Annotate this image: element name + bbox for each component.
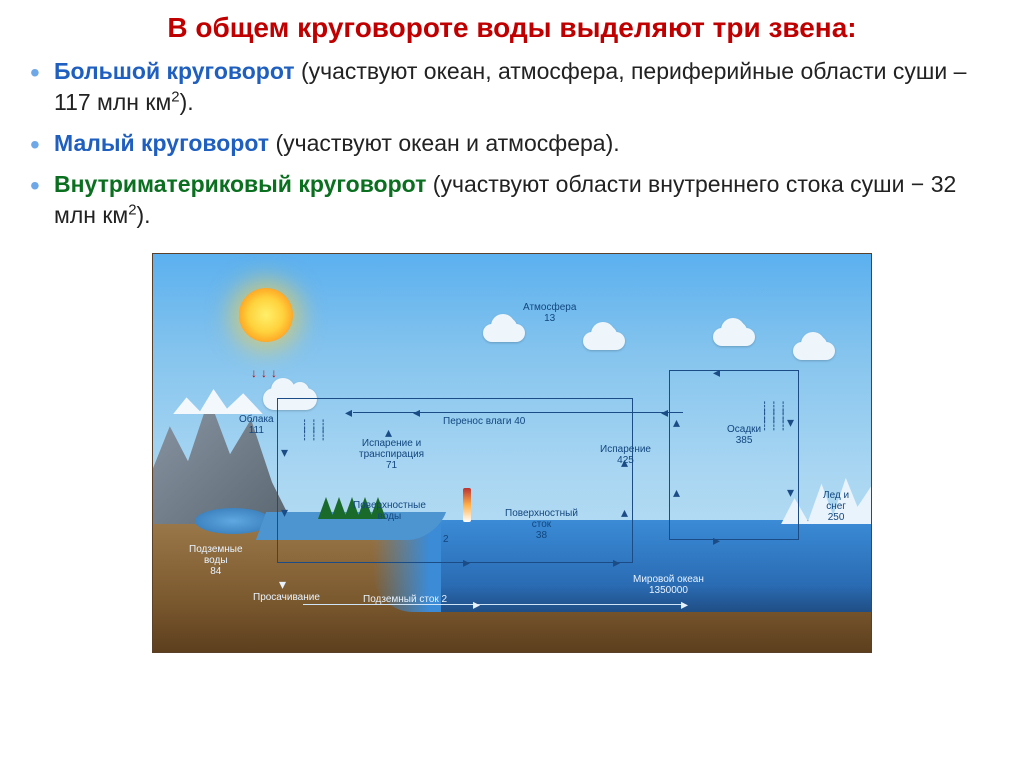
transport-line — [353, 412, 683, 413]
bullet-big: Большой круговорот (участвуют океан, атм… — [54, 56, 996, 118]
sup2-1: 2 — [171, 88, 179, 105]
arrow-left-icon: ◂ — [413, 404, 420, 421]
page-title: В общем круговороте воды выделяют три зв… — [28, 12, 996, 44]
arrow-up-icon: ▴ — [673, 484, 680, 501]
arrow-right-icon: ▸ — [473, 596, 480, 613]
rest-small: (участвуют океан и атмосфера). — [269, 130, 620, 156]
arrow-up-icon: ▴ — [673, 414, 680, 431]
label-surf-runoff: Поверхностныйсток38 — [505, 508, 578, 541]
arrow-down-icon: ▾ — [281, 504, 288, 521]
arrow-right-icon: ▸ — [463, 554, 470, 571]
sup2-2: 2 — [128, 202, 136, 219]
arrow-left-icon: ◂ — [661, 404, 668, 421]
arrow-left-icon: ◂ — [713, 364, 720, 381]
label-precip: Осадки385 — [727, 424, 761, 446]
cloud-icon — [793, 342, 835, 360]
rest-inner-b: ). — [137, 202, 151, 228]
label-two: 2 — [443, 534, 449, 545]
arrow-down-icon: ▾ — [787, 484, 794, 501]
label-clouds: Облака111 — [239, 414, 274, 436]
arrow-right-icon: ▸ — [681, 596, 688, 613]
rest-big-b: ). — [180, 89, 194, 115]
label-underground: Подземныеводы84 — [189, 544, 243, 577]
cloud-icon — [713, 328, 755, 346]
arrow-down-icon: ▾ — [787, 414, 794, 431]
arrow-right-icon: ▸ — [713, 532, 720, 549]
label-atmosphere: Атмосфера13 — [523, 302, 576, 324]
arrow-down-icon: ▾ — [279, 576, 286, 593]
under-line — [303, 604, 683, 605]
label-under-runoff: Подземный сток 2 — [363, 594, 447, 605]
term-small: Малый круговорот — [54, 130, 269, 156]
bullet-small: Малый круговорот (участвуют океан и атмо… — [54, 128, 996, 159]
sun-rays: ↓↓↓ — [251, 366, 281, 380]
term-big: Большой круговорот — [54, 58, 295, 84]
cloud-icon — [483, 324, 525, 342]
label-ice: Лед иснег250 — [823, 490, 849, 523]
bullet-inner: Внутриматериковый круговорот (участвуют … — [54, 169, 996, 231]
label-transport: Перенос влаги 40 — [443, 416, 525, 427]
label-evap-trans: Испарение итранспирация71 — [359, 438, 424, 471]
label-perc: Просачивание — [253, 592, 320, 603]
cloud-icon — [583, 332, 625, 350]
label-ocean: Мировой океан1350000 — [633, 574, 704, 596]
water-cycle-diagram: ↓↓↓ ┊┊┊┊┊┊ ┊┊┊┊┊┊┊┊┊ ◂ ◂ ◂ ▾ ▾ ▴ ▸ ▸ ▴ ▴… — [152, 253, 872, 653]
small-cycle-box — [669, 370, 799, 540]
label-evap: Испарение425 — [600, 444, 651, 466]
label-surface-w: Поверхностныеводы — [353, 500, 426, 522]
sun-icon — [239, 288, 293, 342]
arrow-right-icon: ▸ — [613, 554, 620, 571]
term-inner: Внутриматериковый круговорот — [54, 171, 426, 197]
arrow-down-icon: ▾ — [281, 444, 288, 461]
arrow-up-icon: ▴ — [621, 504, 628, 521]
bullet-list: Большой круговорот (участвуют океан, атм… — [28, 56, 996, 231]
arrow-left-icon: ◂ — [345, 404, 352, 421]
